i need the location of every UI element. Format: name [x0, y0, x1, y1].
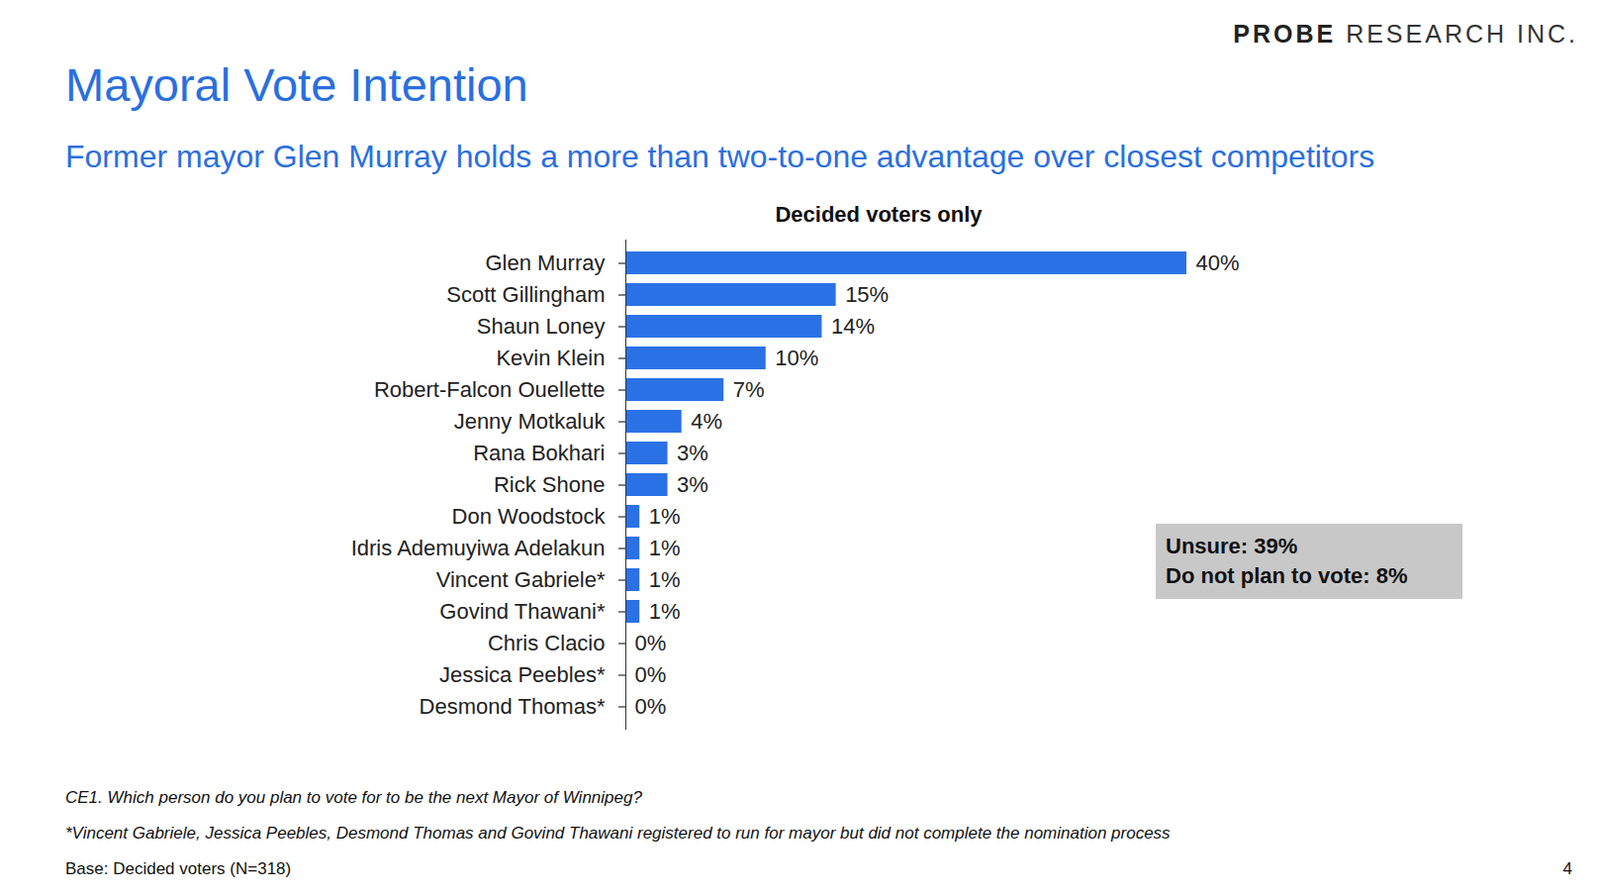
svg-text:1%: 1% [649, 566, 681, 592]
svg-text:3%: 3% [676, 440, 709, 466]
svg-text:10%: 10% [774, 345, 819, 371]
svg-text:Jessica Peebles*: Jessica Peebles* [439, 661, 606, 687]
svg-text:1%: 1% [649, 503, 681, 529]
svg-text:14%: 14% [831, 313, 875, 339]
html-text:4: 4 [1562, 858, 1573, 878]
html-text:CE1. Which person do you plan: CE1. Which person do you plan to vote fo… [65, 787, 643, 807]
svg-text:Rana Bokhari: Rana Bokhari [472, 440, 605, 466]
svg-text:1%: 1% [649, 535, 681, 561]
html-text:Unsure: 39%: Unsure: 39% [1165, 533, 1298, 559]
svg-text:Scott Gillingham: Scott Gillingham [446, 282, 605, 307]
svg-text:Robert-Falcon Ouellette: Robert-Falcon Ouellette [374, 376, 606, 402]
svg-text:Glen Murray: Glen Murray [484, 250, 605, 276]
svg-text:15%: 15% [845, 282, 889, 307]
svg-text:Idris Ademuyiwa Adelakun: Idris Ademuyiwa Adelakun [351, 535, 606, 561]
svg-text:7%: 7% [733, 376, 765, 402]
html-text:Former mayor Glen Murray holds: Former mayor Glen Murray holds a more th… [65, 138, 1375, 175]
svg-text:0%: 0% [635, 693, 667, 719]
html-text:Base: Decided voters (N=318): Base: Decided voters (N=318) [65, 858, 292, 878]
html-text:Mayoral Vote Intention: Mayoral Vote Intention [65, 58, 529, 111]
html-text:Decided voters only: Decided voters only [775, 201, 983, 227]
svg-text:Govind Thawani*: Govind Thawani* [439, 598, 606, 624]
svg-text:Shaun Loney: Shaun Loney [476, 313, 606, 339]
svg-text:Vincent Gabriele*: Vincent Gabriele* [436, 566, 606, 592]
svg-text:Jenny Motkaluk: Jenny Motkaluk [454, 408, 607, 434]
svg-text:1%: 1% [649, 598, 681, 624]
svg-text:Rick Shone: Rick Shone [493, 471, 606, 497]
html-text:Do not plan to vote: 8%: Do not plan to vote: 8% [1165, 563, 1408, 588]
svg-text:0%: 0% [635, 661, 667, 687]
html-text:*Vincent Gabriele, Jessica Pee: *Vincent Gabriele, Jessica Peebles, Desm… [65, 823, 1171, 843]
svg-text:Don Woodstock: Don Woodstock [452, 503, 607, 529]
svg-text:0%: 0% [635, 630, 667, 656]
svg-text:Kevin Klein: Kevin Klein [495, 345, 605, 371]
svg-text:4%: 4% [690, 408, 723, 434]
svg-text:3%: 3% [676, 471, 709, 497]
html-text:PROBE RESEARCH INC.: PROBE RESEARCH INC. [1233, 19, 1579, 48]
svg-text:40%: 40% [1196, 250, 1240, 276]
svg-text:Desmond Thomas*: Desmond Thomas* [419, 693, 606, 719]
svg-text:Chris Clacio: Chris Clacio [487, 630, 606, 656]
